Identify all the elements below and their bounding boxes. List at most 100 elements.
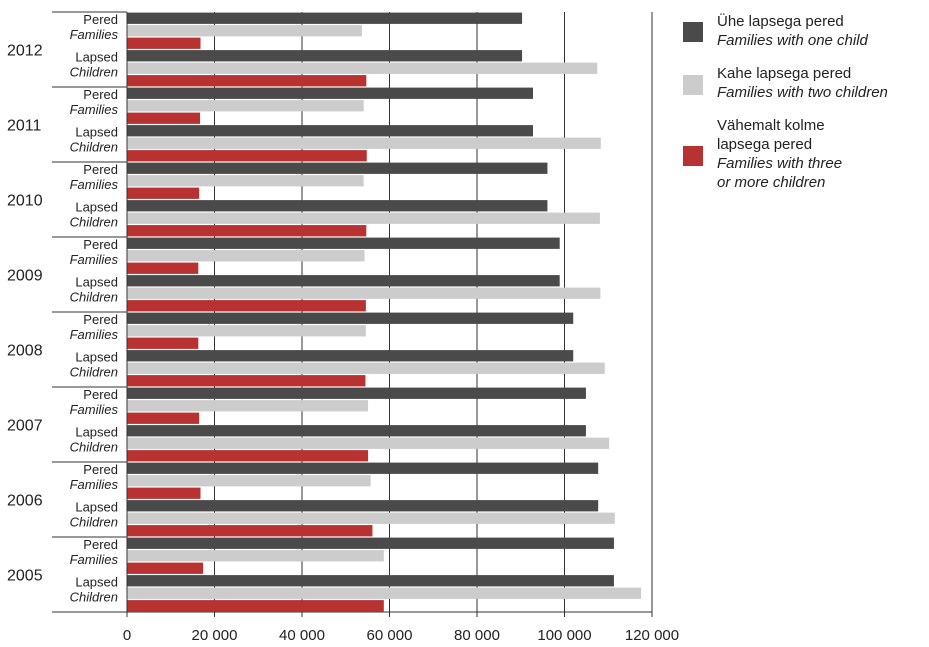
year-label: 2005 (7, 568, 43, 585)
year-label: 2011 (7, 118, 42, 135)
legend-swatch (683, 22, 703, 42)
subgroup-label-en: Children (70, 290, 118, 305)
bar (127, 25, 362, 37)
bar (127, 125, 533, 137)
subgroup-label-et: Pered (83, 387, 118, 402)
bar (127, 75, 367, 87)
subgroup-label-en: Children (70, 440, 118, 455)
bar (127, 375, 366, 387)
bar (127, 12, 523, 24)
subgroup-label-en: Families (70, 177, 119, 192)
bar (127, 275, 560, 287)
bar (127, 300, 366, 312)
bar (127, 37, 201, 49)
legend-item-three-children: Vähemalt kolme lapsega pered Families wi… (683, 116, 927, 192)
bar (127, 112, 201, 124)
year-label: 2007 (7, 418, 43, 435)
bar (127, 362, 605, 374)
bar (127, 437, 610, 449)
bar (127, 600, 384, 612)
bar (127, 175, 364, 187)
bar (127, 50, 523, 62)
bar (127, 475, 371, 487)
legend-label-en: Families with one child (717, 32, 868, 49)
year-label: 2010 (7, 193, 43, 210)
legend-label-et: Ühe lapsega pered (717, 13, 844, 30)
bar (127, 262, 199, 274)
bar (127, 100, 364, 112)
bar (127, 400, 369, 412)
legend-label-et: Kahe lapsega pered (717, 65, 852, 82)
bar (127, 287, 601, 299)
legend-item-two-children: Kahe lapsega pered Families with two chi… (683, 64, 927, 102)
subgroup-label-et: Lapsed (75, 500, 118, 515)
bar (127, 450, 369, 462)
subgroup-label-et: Lapsed (75, 425, 118, 440)
bar (127, 462, 599, 474)
grid-lines (214, 12, 653, 612)
subgroup-label-en: Children (70, 140, 118, 155)
subgroup-label-et: Pered (83, 12, 118, 27)
x-tick-label: 20 000 (192, 627, 238, 644)
subgroup-label-en: Families (70, 252, 119, 267)
bar (127, 525, 373, 537)
bar (127, 425, 586, 437)
year-label: 2012 (7, 43, 43, 60)
legend: Ühe lapsega pered Families with one chil… (683, 12, 927, 206)
subgroup-label-en: Children (70, 365, 118, 380)
legend-label-en: Families with three or more children (717, 155, 843, 191)
subgroup-label-en: Children (70, 515, 118, 530)
subgroup-label-et: Lapsed (75, 350, 118, 365)
bar (127, 250, 365, 262)
subgroup-label-et: Lapsed (75, 50, 118, 65)
bar (127, 350, 574, 362)
bar (127, 212, 600, 224)
subgroup-label-et: Pered (83, 462, 118, 477)
bar (127, 337, 199, 349)
x-tick-label: 80 000 (454, 627, 500, 644)
subgroup-label-en: Families (70, 552, 119, 567)
bar (127, 512, 615, 524)
subgroup-label-et: Lapsed (75, 575, 118, 590)
subgroup-label-en: Children (70, 590, 118, 605)
bar (127, 200, 548, 212)
bar (127, 387, 586, 399)
subgroup-label-et: Pered (83, 162, 118, 177)
bar (127, 550, 384, 562)
legend-label-et: Vähemalt kolme lapsega pered (717, 117, 825, 153)
year-label: 2009 (7, 268, 43, 285)
subgroup-label-en: Families (70, 327, 119, 342)
x-tick-label: 0 (123, 627, 131, 644)
bar (127, 162, 548, 174)
bar (127, 237, 560, 249)
bars (127, 12, 642, 612)
subgroup-label-en: Families (70, 102, 119, 117)
legend-swatch (683, 75, 703, 95)
category-labels: PeredFamiliesLapsedChildren2012PeredFami… (7, 11, 127, 613)
bar (127, 137, 601, 149)
x-tick-label: 120 000 (625, 627, 679, 644)
bar (127, 587, 642, 599)
subgroup-label-en: Families (70, 27, 119, 42)
legend-item-one-child: Ühe lapsega pered Families with one chil… (683, 12, 927, 50)
legend-label-en: Families with two children (717, 84, 888, 101)
subgroup-label-et: Lapsed (75, 125, 118, 140)
bar (127, 562, 204, 574)
subgroup-label-et: Lapsed (75, 200, 118, 215)
bar (127, 150, 367, 162)
subgroup-label-en: Children (70, 215, 118, 230)
x-tick-label: 60 000 (367, 627, 413, 644)
x-tick-label: 100 000 (537, 627, 591, 644)
subgroup-label-en: Families (70, 402, 119, 417)
x-tick-label: 40 000 (279, 627, 325, 644)
subgroup-label-et: Pered (83, 237, 118, 252)
bar (127, 500, 599, 512)
bar (127, 325, 366, 337)
bar (127, 487, 201, 499)
bar (127, 62, 598, 74)
year-label: 2006 (7, 493, 43, 510)
subgroup-label-en: Children (70, 65, 118, 80)
legend-swatch (683, 146, 703, 166)
bar (127, 312, 574, 324)
bar (127, 225, 367, 237)
